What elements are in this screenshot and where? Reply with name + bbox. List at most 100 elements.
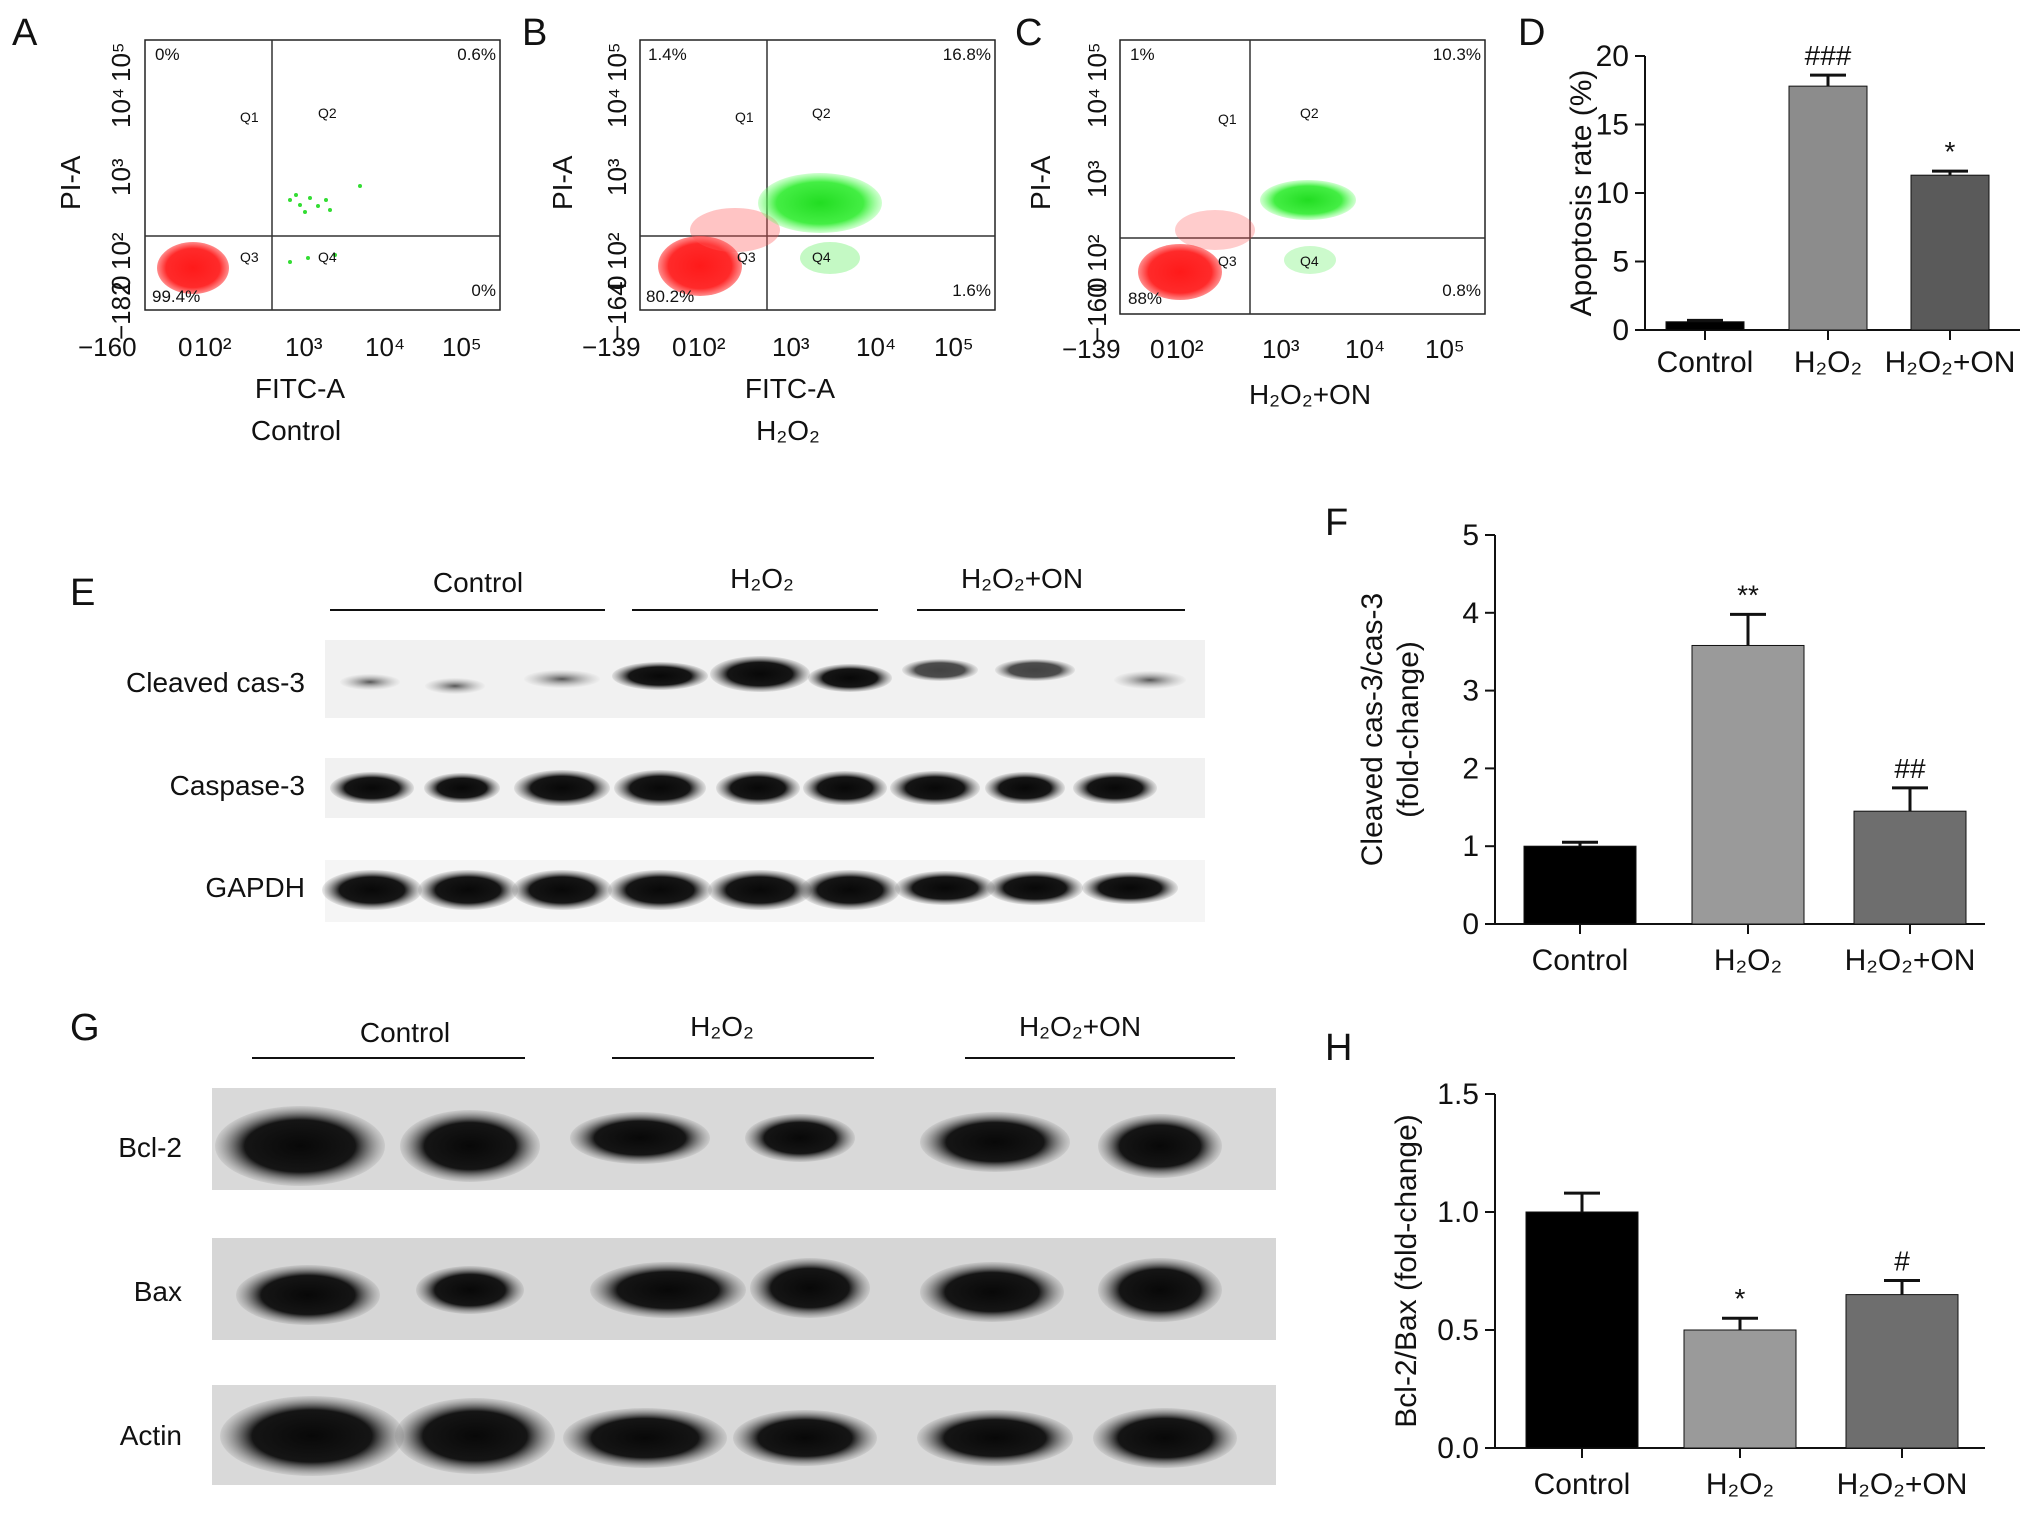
x-tick: 10⁴ [1345,334,1385,364]
category-label: Control [1534,1468,1631,1501]
x-tick: 10⁵ [934,332,974,362]
group-label: H₂O₂ [730,563,794,594]
blot-row-label: Actin [120,1420,182,1451]
y-tick-labels: −182 0 10² 10³ 10⁴ 10⁵ [106,42,136,340]
green-cell-population [758,173,882,233]
bar-chart-d: D 0 5 10 15 20 Control ### H₂O₂ * H₂O₂+ON Apoptosi… [1518,12,2020,379]
group-label: H₂O₂+ON [961,563,1083,594]
quadrant-q3: Q3 [737,249,756,265]
y-tick: 10³ [106,158,136,196]
x-tick: 0 [672,332,686,362]
y-tick-label: 5 [1612,246,1629,279]
quadrant-q2: Q2 [318,105,337,121]
bar [1910,174,1990,331]
x-tick: 10³ [772,332,810,362]
quadrant-lr-percent: 0.8% [1442,281,1481,300]
significance-marker: ** [1737,579,1759,610]
quadrant-ll-percent: 80.2% [646,287,694,306]
red-cell-scatter [690,208,780,252]
quadrant-ur-percent: 10.3% [1433,45,1481,64]
group-label: Control [360,1017,450,1048]
cleaved-cas3-bands [340,656,1186,694]
x-tick: −160 [78,332,137,362]
bar [1525,1211,1639,1449]
category-label: Control [1657,346,1754,379]
x-tick: 10⁵ [442,332,482,362]
quadrant-q4: Q4 [812,249,831,265]
quadrant-q3: Q3 [240,249,259,265]
blot-strip-bcl2 [212,1088,1276,1190]
bar [1665,321,1745,331]
y-tick-label: 1.0 [1437,1196,1479,1229]
quadrant-lr-percent: 1.6% [952,281,991,300]
y-axis-label: PI-A [547,155,578,210]
y-tick: 10⁵ [106,42,136,82]
quadrant-ul-percent: 1.4% [648,45,687,64]
bar [1523,845,1637,925]
y-tick: 10⁴ [106,88,136,128]
blot-row-label: Bcl-2 [118,1132,182,1163]
green-cell-population [288,184,362,264]
significance-marker: ## [1894,753,1926,784]
y-tick: 10⁴ [1082,88,1112,128]
category-label: H₂O₂ [1794,346,1862,379]
blot-row-label: Bax [134,1276,182,1307]
actin-bands [220,1396,1237,1476]
x-tick-labels: −139 0 10² 10³ 10⁴ 10⁵ [582,332,974,362]
y-tick: −164 [602,281,632,340]
bar-chart-f: F 0 1 2 3 4 5 Control ** H₂O₂ ## H₂O₂+ON Cleaved ca… [1325,502,1985,977]
quadrant-ll-percent: 99.4% [152,287,200,306]
panel-letter-b: B [522,12,547,54]
category-label: H₂O₂+ON [1885,346,2016,379]
bar [1683,1329,1797,1449]
quadrant-q2: Q2 [1300,105,1319,121]
y-axis-label: Bcl-2/Bax (fold-change) [1390,1114,1423,1427]
panel-letter-f: F [1325,502,1348,544]
x-tick-labels: −160 0 10² 10³ 10⁴ 10⁵ [78,332,482,362]
panel-caption: H₂O₂+ON [1249,379,1371,410]
quadrant-ul-percent: 1% [1130,45,1155,64]
y-tick: 10³ [1082,160,1112,198]
quadrant-ul-percent: 0% [155,45,180,64]
y-tick-label: 2 [1462,752,1479,785]
category-label: H₂O₂+ON [1837,1468,1968,1501]
y-tick-label: 0.0 [1437,1432,1479,1465]
panel-letter-d: D [1518,12,1545,54]
y-tick: 0 [602,276,632,290]
panel-caption: Control [251,415,341,446]
y-tick-labels: −160 0 10² 10³ 10⁴ 10⁵ [1082,42,1112,342]
y-tick-label: 10 [1596,177,1629,210]
y-axis-label: Apoptosis rate (%) [1565,70,1598,317]
bar [1788,85,1868,331]
y-tick: 10² [106,232,136,270]
quadrant-ur-percent: 0.6% [457,45,496,64]
y-tick: 10² [602,232,632,270]
x-tick: 10⁴ [856,332,896,362]
red-cell-population [1138,244,1222,300]
blot-row-label: Caspase-3 [170,770,305,801]
y-tick-label: 0.5 [1437,1314,1479,1347]
bar [1691,644,1805,925]
quadrant-q4: Q4 [318,249,337,265]
quadrant-q2: Q2 [812,105,831,121]
green-cell-population [1260,180,1356,220]
significance-marker: # [1894,1245,1910,1276]
bar [1845,1294,1959,1449]
panel-letter-h: H [1325,1027,1352,1069]
group-label: H₂O₂+ON [1019,1011,1141,1042]
flow-panel-b: B 1.4% 16.8% 80.2% 1.6% Q1 Q2 Q3 Q4 −139… [522,12,996,446]
group-label: H₂O₂ [690,1011,754,1042]
y-tick-label: 20 [1596,40,1629,73]
bax-bands [236,1258,1222,1325]
quadrant-q1: Q1 [1218,111,1237,127]
group-label: Control [433,567,523,598]
caspase3-bands [330,770,1157,806]
panel-letter-g: G [70,1007,100,1049]
quadrant-q1: Q1 [240,109,259,125]
significance-marker: * [1945,136,1956,167]
significance-marker: * [1735,1283,1746,1314]
quadrant-lr-percent: 0% [471,281,496,300]
y-tick: 0 [1082,278,1112,292]
quadrant-q4: Q4 [1300,253,1319,269]
quadrant-ll-percent: 88% [1128,289,1162,308]
